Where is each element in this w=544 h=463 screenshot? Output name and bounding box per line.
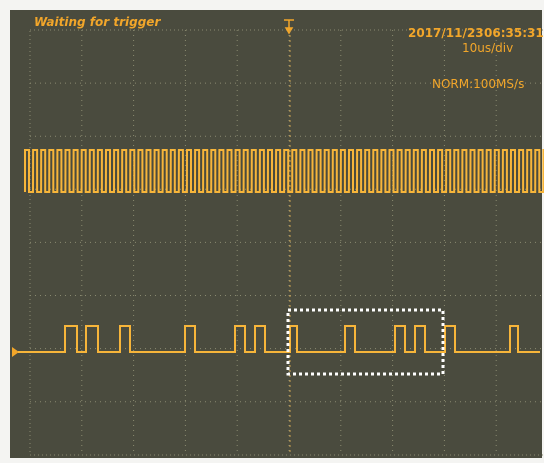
timebase-text: 10us/div bbox=[462, 41, 513, 55]
data-waveform bbox=[18, 325, 540, 353]
graticule bbox=[30, 30, 544, 455]
status-text: Waiting for trigger bbox=[34, 15, 161, 29]
time-text: 06:35:31 bbox=[484, 26, 544, 40]
date-text: 2017/11/23 bbox=[408, 26, 484, 40]
mode-text: NORM:100MS/s bbox=[432, 77, 524, 91]
clock-waveform bbox=[24, 149, 544, 193]
channel-marker bbox=[12, 347, 19, 357]
highlight-box bbox=[286, 308, 445, 376]
screen-background bbox=[10, 10, 542, 458]
